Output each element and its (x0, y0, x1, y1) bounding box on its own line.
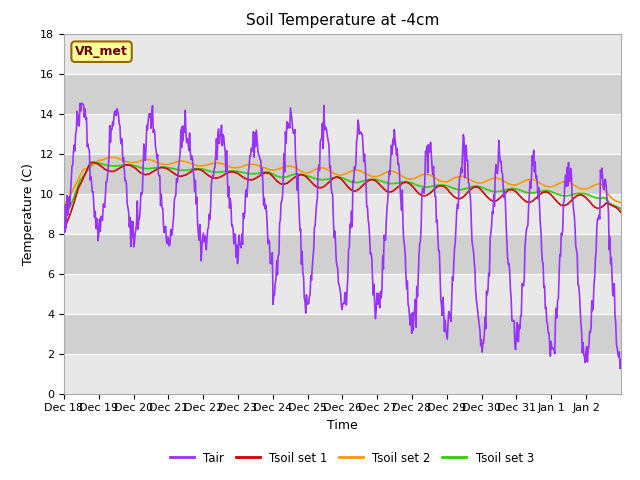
Bar (64, 154, 621, 193)
Bar (64, 114, 621, 154)
X-axis label: Time: Time (327, 419, 358, 432)
Bar (64, 354, 621, 394)
Title: Soil Temperature at -4cm: Soil Temperature at -4cm (246, 13, 439, 28)
Bar (64, 73, 621, 114)
Bar (64, 234, 621, 274)
Text: VR_met: VR_met (75, 45, 128, 58)
Bar (64, 313, 621, 354)
Bar (64, 274, 621, 313)
Bar (64, 34, 621, 73)
Bar (64, 193, 621, 234)
Y-axis label: Temperature (C): Temperature (C) (22, 163, 35, 264)
Legend: Tair, Tsoil set 1, Tsoil set 2, Tsoil set 3: Tair, Tsoil set 1, Tsoil set 2, Tsoil se… (166, 447, 538, 469)
